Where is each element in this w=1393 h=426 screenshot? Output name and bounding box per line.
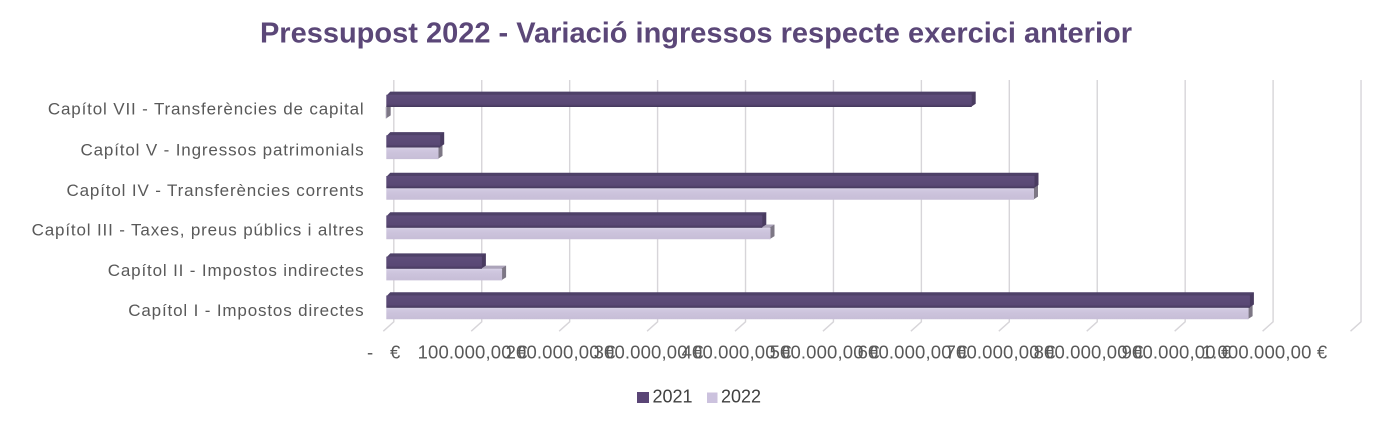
svg-text:2021: 2021 [653,387,693,407]
svg-text:1.000.000,00 €: 1.000.000,00 € [1202,342,1328,363]
svg-text:Capítol VII - Transferències d: Capítol VII - Transferències de capital [48,100,365,119]
svg-text:2022: 2022 [721,387,761,407]
svg-text:400.000,00 €: 400.000,00 € [682,342,792,363]
svg-text:Capítol II - Impostos indirect: Capítol II - Impostos indirectes [108,261,365,280]
svg-text:200.000,00 €: 200.000,00 € [506,342,616,363]
svg-text:Capítol V - Ingressos patrimon: Capítol V - Ingressos patrimonials [80,141,364,160]
svg-text:Capítol I - Impostos directes: Capítol I - Impostos directes [128,301,364,320]
svg-text:500.000,00 €: 500.000,00 € [770,342,880,363]
svg-text:300.000,00 €: 300.000,00 € [594,342,704,363]
svg-text:700.000,00 €: 700.000,00 € [946,342,1056,363]
svg-text:900.000,00 €: 900.000,00 € [1122,342,1232,363]
svg-text:Pressupost 2022 - Variació ing: Pressupost 2022 - Variació ingressos res… [260,18,1132,50]
svg-text:100.000,00 €: 100.000,00 € [418,342,528,363]
svg-text:Capítol III - Taxes, preus púb: Capítol III - Taxes, preus públics i alt… [32,221,365,240]
svg-text:Capítol IV - Transferències co: Capítol IV - Transferències corrents [67,181,365,200]
svg-text:600.000,00 €: 600.000,00 € [858,342,968,363]
svg-text:€: € [390,342,401,363]
svg-text:800.000,00 €: 800.000,00 € [1034,342,1144,363]
svg-text:-: - [367,342,373,363]
